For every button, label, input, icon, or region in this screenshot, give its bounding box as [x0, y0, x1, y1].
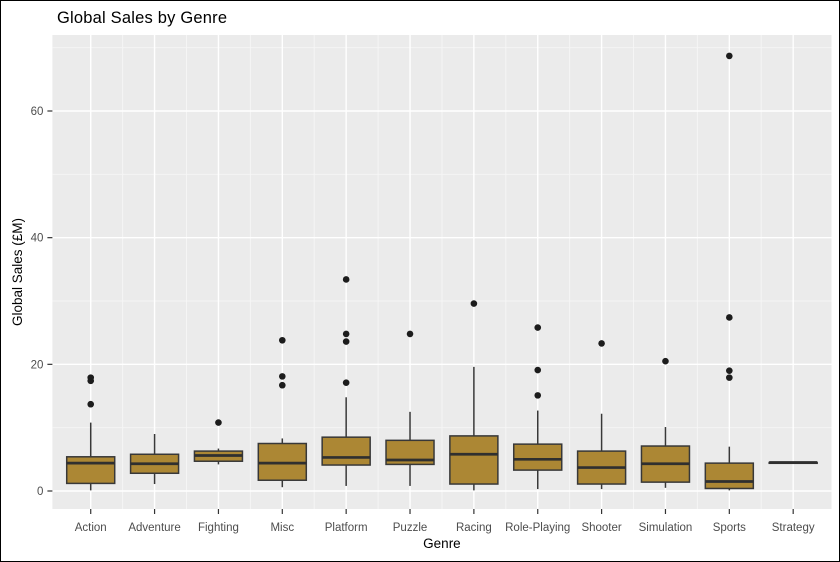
outlier-misc-1 [278, 373, 286, 380]
outlier-misc-0 [278, 336, 286, 344]
outlier-sports-1 [726, 314, 733, 321]
x-tick-label-strategy: Strategy [772, 522, 815, 534]
box-role-playing [512, 443, 563, 471]
outlier-puzzle-0 [406, 330, 414, 338]
y-tick-label-40: 40 [31, 233, 44, 245]
y-tick-label-0: 0 [37, 486, 43, 498]
outlier-role-playing-2 [534, 392, 542, 399]
x-tick-label-misc: Misc [270, 522, 294, 534]
x-tick-label-platform: Platform [325, 522, 368, 534]
outlier-racing-0 [470, 300, 478, 307]
outlier-platform-0 [342, 276, 350, 283]
y-axis-title: Global Sales (£M) [10, 218, 25, 326]
x-tick-label-simulation: Simulation [639, 522, 693, 534]
x-tick-label-shooter: Shooter [581, 522, 621, 534]
outlier-action-2 [87, 400, 95, 408]
outlier-fighting-0 [215, 419, 222, 426]
outlier-platform-1 [342, 330, 350, 338]
x-tick-label-sports: Sports [713, 522, 746, 534]
outlier-sports-2 [726, 367, 733, 374]
outlier-role-playing-1 [534, 366, 542, 374]
outlier-role-playing-0 [534, 324, 542, 331]
outlier-platform-3 [342, 379, 350, 387]
outlier-action-1 [87, 377, 95, 385]
x-axis-title: Genre [423, 536, 461, 551]
box-platform [321, 436, 371, 466]
box-sports [704, 462, 755, 490]
x-tick-label-puzzle: Puzzle [393, 522, 428, 534]
plot-title: Global Sales by Genre [57, 9, 228, 27]
outlier-sports-3 [726, 374, 733, 381]
x-tick-label-fighting: Fighting [198, 522, 239, 534]
outlier-platform-2 [342, 338, 350, 345]
outlier-misc-2 [278, 381, 286, 389]
x-tick-label-action: Action [75, 522, 107, 534]
outlier-simulation-0 [662, 357, 669, 365]
box-racing [449, 435, 499, 485]
box-action [65, 456, 116, 485]
x-tick-label-role-playing: Role-Playing [505, 522, 570, 534]
x-tick-label-racing: Racing [456, 522, 492, 534]
y-tick-label-20: 20 [31, 359, 44, 371]
x-tick-label-adventure: Adventure [128, 522, 180, 534]
outlier-sports-0 [726, 52, 733, 60]
y-tick-label-60: 60 [31, 106, 44, 118]
outlier-shooter-0 [598, 340, 605, 347]
